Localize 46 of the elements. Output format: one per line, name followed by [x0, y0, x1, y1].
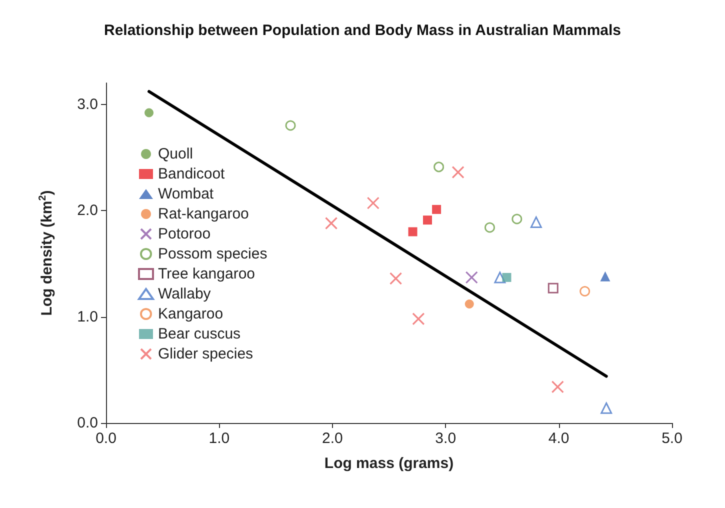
legend-label: Potoroo — [158, 226, 211, 242]
point — [580, 286, 590, 296]
point — [600, 402, 612, 414]
y-tick-label: 0.0 — [77, 414, 98, 432]
x-tick-label: 5.0 — [662, 430, 682, 447]
x-tick-label: 0.0 — [96, 430, 116, 447]
y-tick-label: 2.0 — [77, 202, 98, 219]
point — [324, 216, 338, 230]
point — [434, 162, 444, 172]
point — [551, 380, 564, 394]
legend-label: Tree kangaroo — [158, 266, 256, 282]
point — [452, 166, 464, 179]
point — [502, 272, 512, 282]
point — [366, 196, 380, 210]
x-tick-label: 4.0 — [548, 430, 570, 447]
legend-label: Rat-kangaroo — [158, 206, 249, 222]
y-tick-label: 3.0 — [77, 96, 98, 113]
point — [422, 216, 432, 225]
y-tick-label: 1.0 — [77, 308, 98, 326]
legend-label: Quoll — [158, 146, 194, 162]
legend-label: Bear cuscus — [158, 326, 241, 342]
point — [600, 271, 610, 282]
point — [464, 300, 474, 308]
point — [285, 120, 296, 131]
chart-title: Relationship between Population and Body Mass in Australian Mammals — [104, 22, 622, 39]
point — [548, 282, 558, 294]
point — [432, 204, 442, 214]
legend-label: Glider species — [158, 346, 254, 362]
point — [389, 272, 402, 285]
point — [144, 108, 154, 118]
legend-label: Possom species — [158, 246, 268, 262]
point — [530, 216, 542, 228]
x-axis-title: Log mass (grams) — [324, 455, 454, 472]
point — [412, 312, 425, 326]
point — [512, 214, 522, 224]
legend-label: Wallaby — [158, 286, 212, 302]
y-axis-title: Log density (km2) — [38, 190, 56, 316]
legend-label: Wombat — [158, 186, 214, 202]
point — [465, 271, 478, 284]
point — [484, 222, 495, 233]
x-tick-label: 3.0 — [435, 430, 456, 447]
x-tick-label: 1.0 — [208, 430, 230, 447]
x-tick-label: 2.0 — [322, 430, 343, 447]
point — [408, 227, 418, 236]
legend-label: Bandicoot — [158, 166, 226, 182]
legend-label: Kangaroo — [158, 306, 224, 322]
